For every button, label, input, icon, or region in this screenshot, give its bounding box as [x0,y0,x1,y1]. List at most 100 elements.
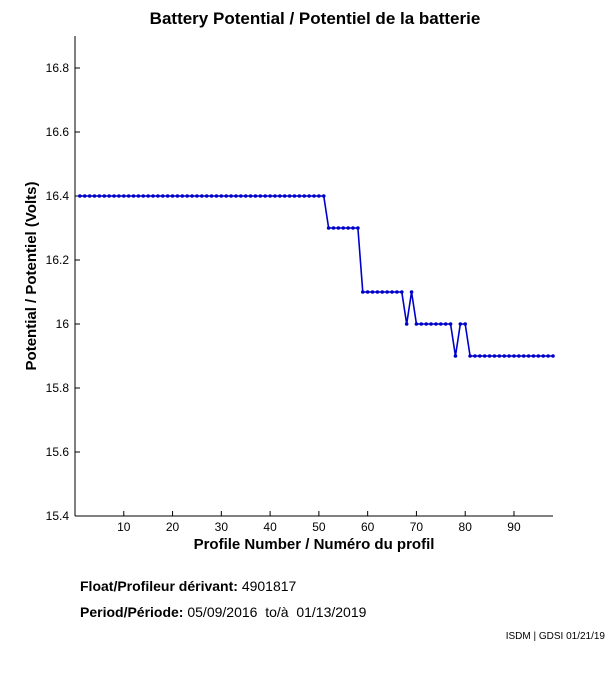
data-point [321,194,326,198]
x-tick-label: 90 [507,520,521,534]
data-point [180,194,185,198]
data-point [507,354,511,358]
data-point [92,194,97,198]
period-value: 05/09/2016 to/à 01/13/2019 [187,604,367,620]
data-point [331,226,336,230]
data-point [395,290,399,294]
data-point [517,354,521,358]
data-point [190,194,194,198]
data-point [453,354,458,358]
data-point [107,194,111,198]
data-point [282,194,287,198]
chart-title: Battery Potential / Potentiel de la batt… [150,9,481,28]
data-point [390,290,394,294]
data-point [175,194,180,198]
data-point [312,194,316,198]
data-point [87,194,92,198]
y-tick-label: 16.2 [46,253,70,267]
float-label: Float/Profileur dérivant: [80,578,238,594]
data-point [551,354,555,358]
data-point [160,194,165,198]
data-point [136,194,141,198]
data-point [375,290,380,294]
data-point [239,194,243,198]
y-tick-label: 15.8 [46,381,70,395]
data-point [141,194,146,198]
data-point [97,194,102,198]
data-point [102,194,107,198]
period-label: Period/Période: [80,604,184,620]
data-point [443,322,448,326]
data-point [243,194,248,198]
data-point [219,194,224,198]
data-point [195,194,199,198]
data-point [336,226,341,230]
data-point [473,354,477,358]
data-point [317,194,321,198]
data-point [487,354,492,358]
data-point [292,194,297,198]
data-point [409,290,414,294]
y-tick-label: 16.4 [46,189,70,203]
data-point [326,226,331,230]
data-point [448,322,453,326]
data-point [536,354,541,358]
data-point [531,354,536,358]
data-point [399,290,404,294]
data-point [287,194,292,198]
data-point [248,194,253,198]
x-tick-label: 30 [215,520,229,534]
data-point [380,290,385,294]
credit-line: ISDM | GDSI 01/21/19 [505,631,605,642]
data-point [341,226,346,230]
data-point [121,194,126,198]
data-point [478,354,482,358]
data-point [365,290,370,294]
data-point [165,194,170,198]
float-value: 4901817 [241,578,297,594]
data-point [78,194,82,198]
x-tick-label: 50 [312,520,326,534]
data-point [502,354,507,358]
y-axis-label: Potential / Potentiel (Volts) [23,182,40,371]
data-point [214,194,219,198]
series-line [79,195,553,357]
y-tick-label: 16.6 [46,125,70,139]
data-point [360,290,365,294]
data-point [234,194,238,198]
data-point [351,226,355,230]
data-point [404,322,409,326]
x-tick-label: 10 [117,520,131,534]
data-point [263,194,268,198]
data-point [463,322,468,326]
data-point [468,354,472,358]
data-point [302,194,307,198]
data-point [209,194,214,198]
data-point [370,290,375,294]
data-point [170,194,175,198]
data-point [429,322,433,326]
x-tick-label: 40 [263,520,277,534]
data-point [546,354,550,358]
data-point [439,322,443,326]
data-point [185,194,189,198]
data-point [541,354,546,358]
data-point [356,226,360,230]
data-point [492,354,497,358]
data-point [414,322,419,326]
data-point [526,354,531,358]
x-tick-label: 20 [166,520,180,534]
period-info: Period/Période: 05/09/2016 to/à 01/13/20… [80,604,366,620]
float-info: Float/Profileur dérivant: 4901817 [80,578,296,594]
y-tick-label: 15.6 [46,445,70,459]
x-tick-label: 80 [459,520,473,534]
data-point [117,194,121,198]
x-tick-label: 70 [410,520,424,534]
data-point [424,322,428,326]
x-tick-label: 60 [361,520,375,534]
data-point [497,354,502,358]
data-point [346,226,350,230]
data-point [151,194,155,198]
data-point [307,194,311,198]
